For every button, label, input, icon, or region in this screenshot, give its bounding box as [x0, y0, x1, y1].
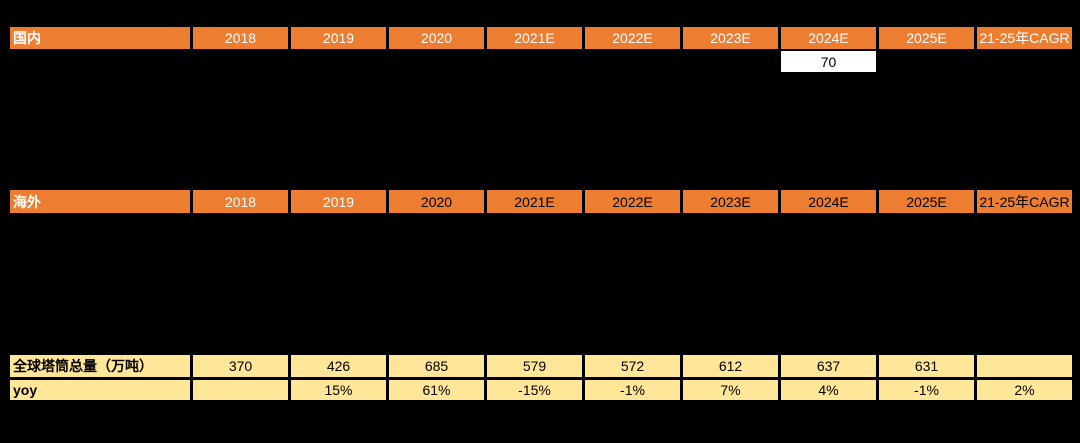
summary-yoy-label: yoy: [10, 380, 190, 400]
summary-value-cell: 426: [291, 355, 386, 377]
overseas-year-cells: 2018 2019 2020 2021E 2022E 2023E 2024E 2…: [190, 190, 1072, 213]
summary-value-cell: -15%: [487, 380, 582, 400]
domestic-header-cell: 2021E: [487, 27, 582, 49]
summary-value-cell: 579: [487, 355, 582, 377]
summary-total-values: 370 426 685 579 572 612 637 631: [190, 355, 1072, 377]
summary-value-cell: -1%: [585, 380, 680, 400]
summary-value-cell: 637: [781, 355, 876, 377]
summary-value-cell: 2%: [977, 380, 1072, 400]
domestic-header-cell: 2023E: [683, 27, 778, 49]
overseas-header-cell: 2024E: [781, 190, 876, 213]
domestic-header-cell: 2019: [291, 27, 386, 49]
summary-value-cell: -1%: [879, 380, 974, 400]
overseas-header-cell: 2025E: [879, 190, 974, 213]
overseas-header-cell: 2020: [389, 190, 484, 213]
summary-yoy-values: 15% 61% -15% -1% 7% 4% -1% 2%: [190, 380, 1072, 400]
summary-value-cell: 631: [879, 355, 974, 377]
summary-value-cell: [977, 355, 1072, 377]
summary-value-cell: 572: [585, 355, 680, 377]
summary-value-cell: 612: [683, 355, 778, 377]
domestic-header-cell: 2018: [193, 27, 288, 49]
domestic-header-cell: 2025E: [879, 27, 974, 49]
domestic-header-cell: 2024E: [781, 27, 876, 49]
summary-value-cell: 685: [389, 355, 484, 377]
overseas-header-cell: 2022E: [585, 190, 680, 213]
overseas-header-row: 海外 2018 2019 2020 2021E 2022E 2023E 2024…: [10, 190, 1072, 213]
summary-value-cell: 370: [193, 355, 288, 377]
domestic-header-row: 国内 2018 2019 2020 2021E 2022E 2023E 2024…: [10, 27, 1072, 49]
overseas-header-cell: 21-25年CAGR: [977, 190, 1072, 213]
domestic-header-cell: 2020: [389, 27, 484, 49]
overseas-header-cell: 2018: [193, 190, 288, 213]
summary-value-cell: 4%: [781, 380, 876, 400]
summary-table: 全球塔筒总量（万吨） 370 426 685 579 572 612 637: [10, 355, 1072, 400]
summary-value-cell: 7%: [683, 380, 778, 400]
overseas-header-cell: 2019: [291, 190, 386, 213]
summary-total-label: 全球塔筒总量（万吨）: [10, 355, 190, 377]
domestic-header-cell: 2022E: [585, 27, 680, 49]
domestic-header-cell: 21-25年CAGR: [977, 27, 1072, 49]
overseas-header-cell: 2023E: [683, 190, 778, 213]
unredacted-value-cell: 70: [781, 51, 876, 72]
summary-total-row: 全球塔筒总量（万吨） 370 426 685 579 572 612 637: [10, 355, 1072, 377]
summary-value-cell: 15%: [291, 380, 386, 400]
summary-value-cell: 61%: [389, 380, 484, 400]
overseas-header-cell: 2021E: [487, 190, 582, 213]
summary-yoy-row: yoy 15% 61% -15% -1% 7% 4% -1%: [10, 380, 1072, 400]
overseas-section-label: 海外: [10, 190, 190, 213]
domestic-section-label: 国内: [10, 27, 190, 49]
summary-value-cell: [193, 380, 288, 400]
domestic-year-cells: 2018 2019 2020 2021E 2022E 2023E 2024E 2…: [190, 27, 1072, 49]
